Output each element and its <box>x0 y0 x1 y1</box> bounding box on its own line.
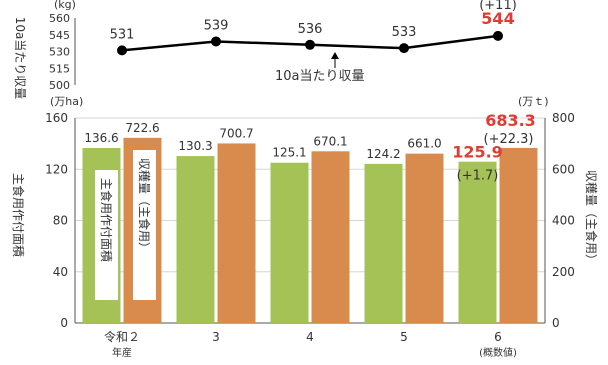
harvest-y-ticks: 0 200 400 600 800 <box>552 111 575 330</box>
yield-point <box>305 39 315 50</box>
yield-y-tick-label: 515 <box>49 62 70 75</box>
harvest-value-label: 700.7 <box>219 126 253 140</box>
legend-area-box <box>95 170 118 300</box>
area-y-tick-label: 80 <box>53 214 68 228</box>
area-bar <box>270 162 309 323</box>
area-unit-label: (万ha) <box>50 95 83 108</box>
harvest-value-label: 683.3 <box>485 111 536 130</box>
legend-harvest-text: 収穫量（主食用） <box>137 158 152 254</box>
yield-point <box>493 30 503 41</box>
harvest-bar <box>499 147 538 323</box>
yield-point <box>211 36 221 47</box>
yield-annotation: 10a当たり収量 <box>275 69 365 84</box>
area-bar <box>364 163 403 323</box>
harvest-value-label: 661.0 <box>407 137 441 151</box>
x-tick-label: 6 (概数値) <box>479 330 517 359</box>
harvest-bar <box>405 153 444 323</box>
x-tick-label: 4 <box>306 330 314 344</box>
area-value-label: 125.9 <box>452 143 503 162</box>
area-value-label: 136.6 <box>84 131 118 145</box>
yield-y-tick-label: 530 <box>49 46 70 59</box>
area-harvest-bar-chart: (万ha) (万ｔ) 主食用作付面積 収穫量（主食用） 04080120160 … <box>11 95 599 359</box>
yield-y-ticks: 500 515 530 545 560 <box>49 12 70 92</box>
harvest-y-tick-label: 600 <box>552 162 575 176</box>
legend-harvest-box <box>133 150 156 300</box>
harvest-change-label: (+22.3) <box>484 132 534 147</box>
harvest-axis-title: 収穫量（主食用） <box>584 170 599 266</box>
harvest-y-tick-label: 400 <box>552 214 575 228</box>
yield-value-label: 531 <box>110 27 135 42</box>
yield-value-label: 544 <box>481 9 514 28</box>
yield-point <box>117 45 127 56</box>
area-value-label: 130.3 <box>178 139 212 153</box>
yield-value-label: 539 <box>204 18 229 33</box>
x-tick-label: 5 <box>400 330 408 344</box>
x-tick-label: 令和２年産 <box>104 329 140 359</box>
yield-y-tick-label: 560 <box>49 12 70 25</box>
area-y-tick-label: 160 <box>45 111 68 125</box>
bar-value-labels: 136.6 722.6 130.3 700.7 125.1 670.1 124.2 661.0… <box>84 111 535 162</box>
x-tick-labels: 令和２年産 3 4 5 6 (概数値) <box>104 329 517 359</box>
area-y-ticks: 0 40 80 120 160 <box>45 111 68 330</box>
area-y-tick-label: 120 <box>45 162 68 176</box>
legend-area-text: 主食用作付面積 <box>99 178 114 262</box>
yield-axis-title: 10a当たり収量 <box>13 17 27 100</box>
yield-value-label: 536 <box>298 22 323 37</box>
yield-point <box>399 43 409 54</box>
yield-value-label: 533 <box>392 25 417 40</box>
harvest-bar <box>217 143 256 323</box>
harvest-bar <box>311 151 350 323</box>
area-value-label: 125.1 <box>272 146 306 160</box>
area-y-tick-label: 0 <box>60 316 68 330</box>
yield-value-labels: 531 539 536 533 544 <box>110 9 515 43</box>
yield-y-tick-label: 500 <box>49 79 70 92</box>
area-change-label: (+1.7) <box>457 169 499 184</box>
yield-change-label: (+11) <box>479 0 517 13</box>
area-y-tick-label: 40 <box>53 265 68 279</box>
harvest-y-tick-label: 800 <box>552 111 575 125</box>
yield-points <box>117 30 503 56</box>
annotation-arrow-icon <box>331 52 339 59</box>
area-axis-title: 主食用作付面積 <box>11 173 26 257</box>
yield-unit-label: (kg) <box>54 0 76 11</box>
harvest-y-tick-label: 200 <box>552 265 575 279</box>
harvest-y-tick-label: 0 <box>552 316 560 330</box>
harvest-unit-label: (万ｔ) <box>518 95 549 108</box>
area-bar <box>458 161 497 323</box>
area-bar <box>176 156 215 323</box>
area-value-label: 124.2 <box>366 147 400 161</box>
yield-y-tick-label: 545 <box>49 29 70 42</box>
harvest-value-label: 722.6 <box>125 121 159 135</box>
harvest-value-label: 670.1 <box>313 134 347 148</box>
x-tick-label: 3 <box>212 330 220 344</box>
